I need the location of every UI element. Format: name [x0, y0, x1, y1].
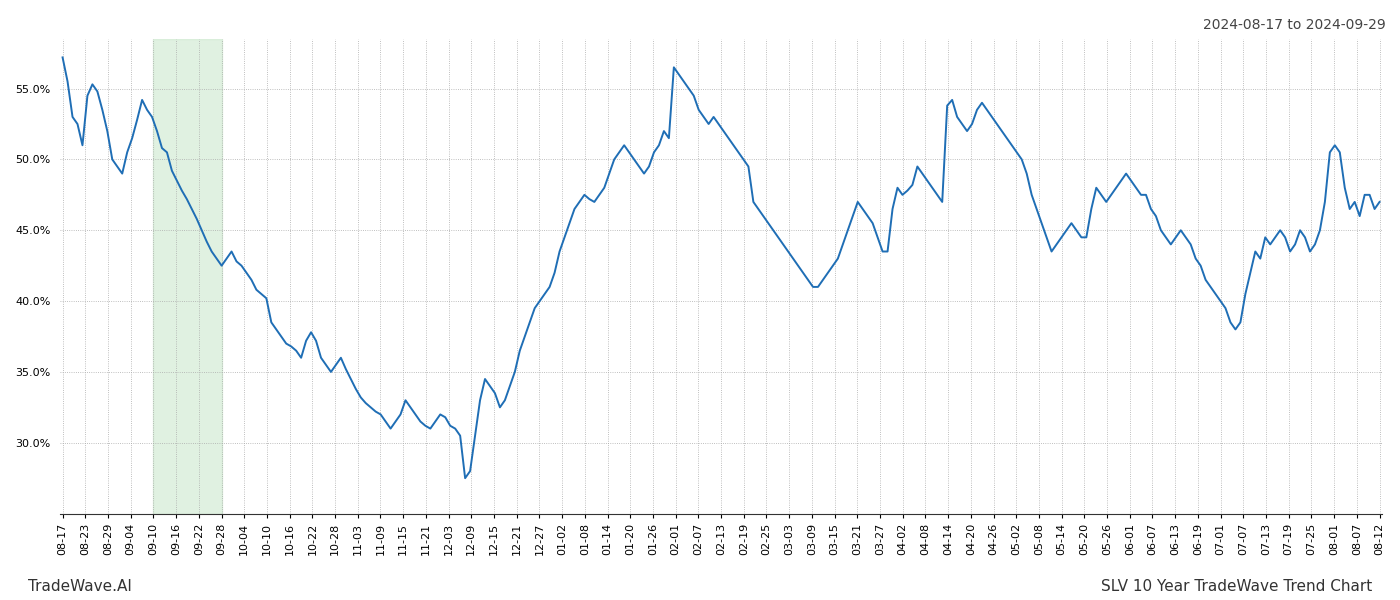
Bar: [154, 39, 221, 514]
Text: TradeWave.AI: TradeWave.AI: [28, 579, 132, 594]
Text: SLV 10 Year TradeWave Trend Chart: SLV 10 Year TradeWave Trend Chart: [1100, 579, 1372, 594]
Text: 2024-08-17 to 2024-09-29: 2024-08-17 to 2024-09-29: [1203, 18, 1386, 32]
